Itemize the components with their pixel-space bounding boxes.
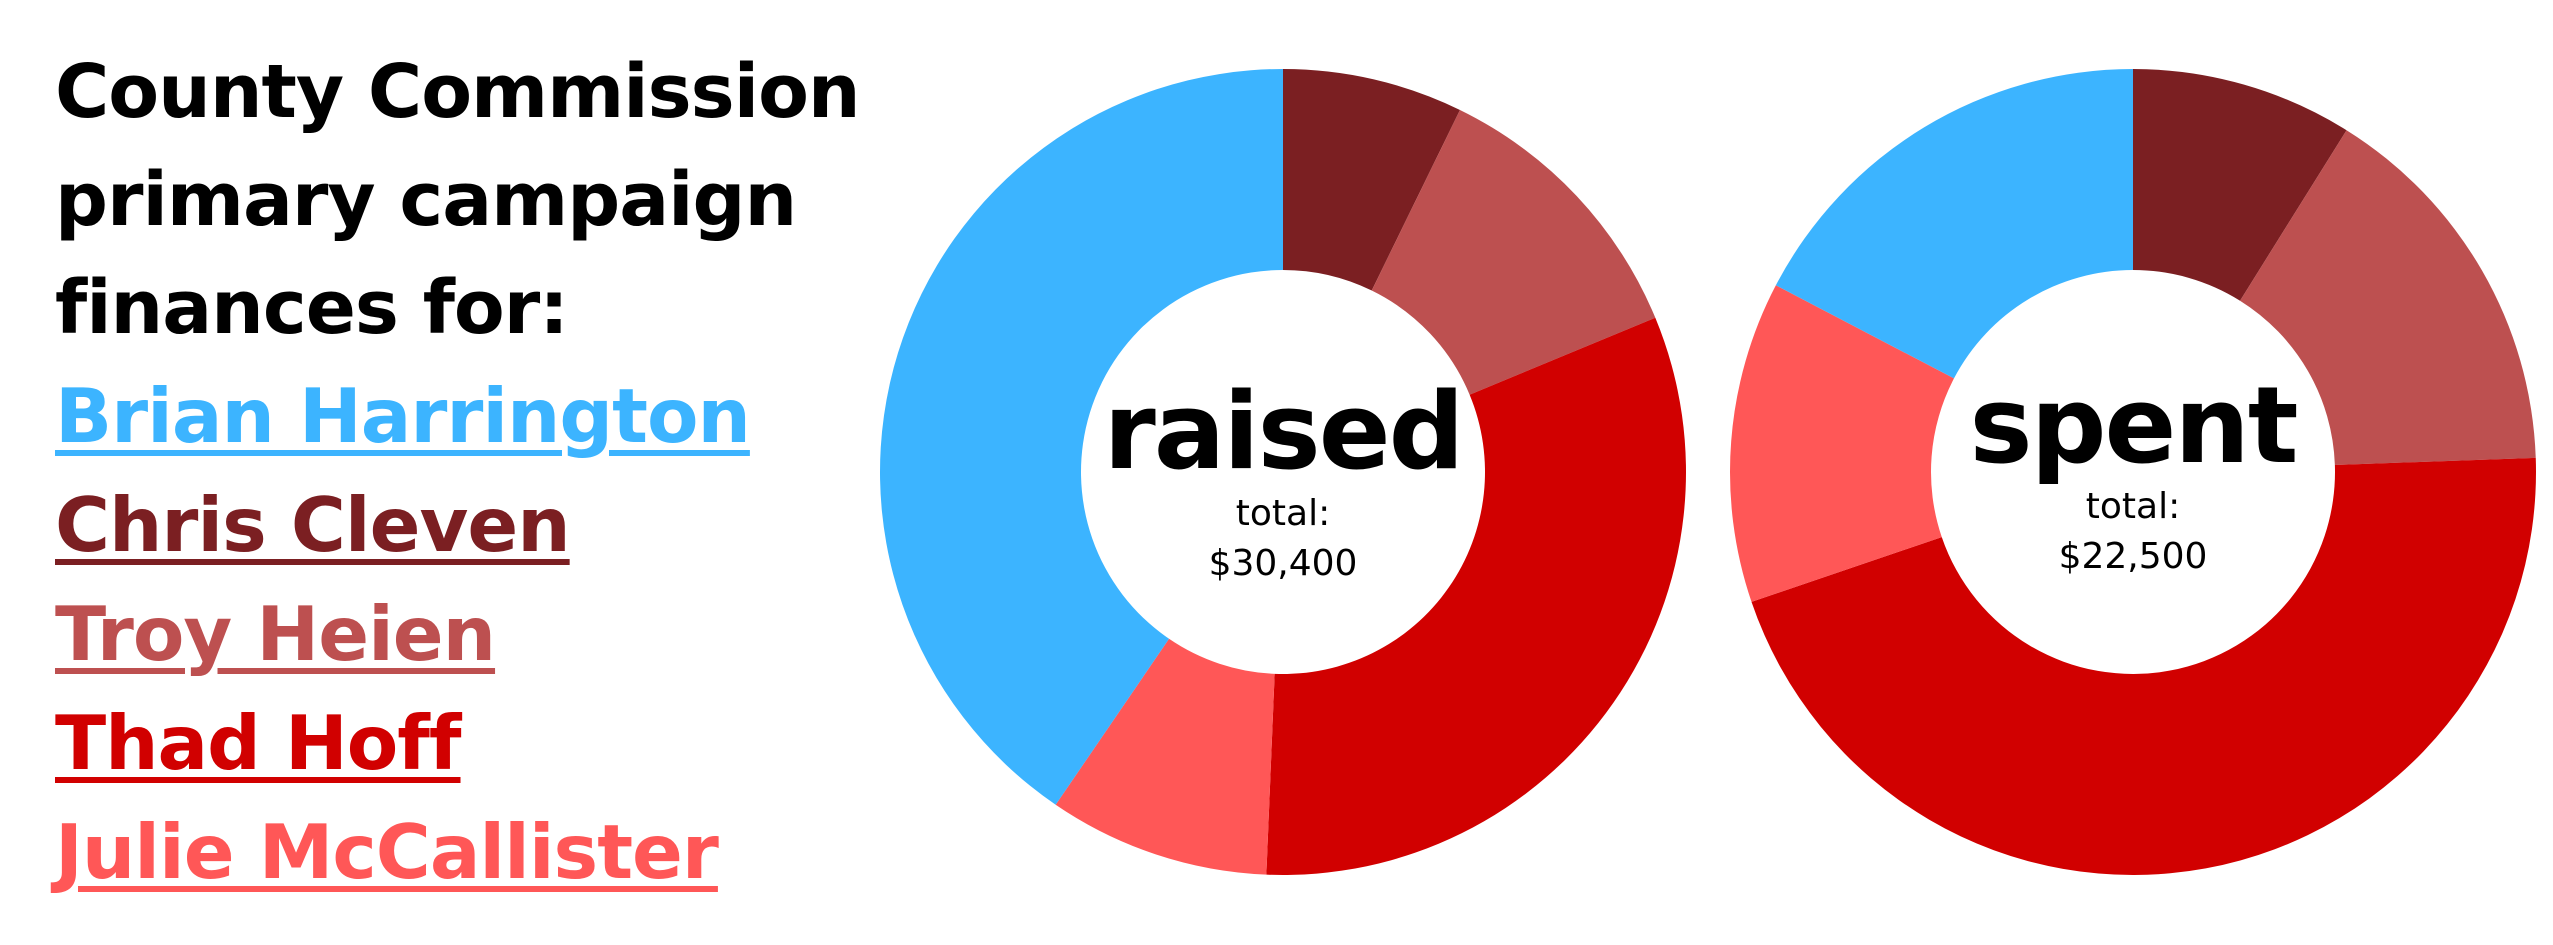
legend-item-troy-heien[interactable]: Troy Heien: [55, 590, 496, 678]
raised-slice-troy-heien: [1371, 109, 1656, 395]
raised-slice-julie-mccallister: [1055, 638, 1275, 875]
title-line-3: finances for:: [55, 265, 569, 351]
spent-slice-brian-harrington: [1775, 69, 2133, 379]
legend-item-brian-harrington[interactable]: Brian Harrington: [55, 372, 751, 460]
title-line-2: primary campaign: [55, 157, 797, 243]
spent-center-title: spent: [1970, 364, 2297, 487]
raised-slice-brian-harrington: [880, 69, 1283, 805]
raised-slice-chris-cleven: [1283, 69, 1460, 291]
chart-title: County Commission primary campaign finan…: [55, 38, 955, 362]
spent-slice-chris-cleven: [2133, 69, 2347, 301]
spent-slice-julie-mccallister: [1730, 285, 1954, 602]
raised-donut-chart: raised total: $30,400: [880, 69, 1686, 875]
spent-slice-thad-hoff: [1751, 457, 2536, 875]
raised-slices: [880, 69, 1686, 875]
title-line-1: County Commission: [55, 49, 861, 135]
spent-slices: [1730, 69, 2536, 875]
spent-total-label: total:: [2086, 486, 2180, 527]
raised-center-title: raised: [1104, 370, 1463, 493]
raised-slice-thad-hoff: [1266, 317, 1686, 875]
spent-donut-chart: spent total: $22,500: [1730, 69, 2536, 875]
raised-total-label: total:: [1236, 493, 1330, 534]
legend: Brian Harrington Chris Cleven Troy Heien…: [55, 362, 955, 907]
legend-item-thad-hoff[interactable]: Thad Hoff: [55, 699, 462, 787]
raised-total-value: $30,400: [1209, 543, 1358, 584]
spent-total-value: $22,500: [2059, 536, 2208, 577]
legend-item-chris-cleven[interactable]: Chris Cleven: [55, 481, 571, 569]
legend-item-julie-mccallister[interactable]: Julie McCallister: [55, 808, 719, 896]
spent-slice-troy-heien: [2240, 130, 2536, 465]
